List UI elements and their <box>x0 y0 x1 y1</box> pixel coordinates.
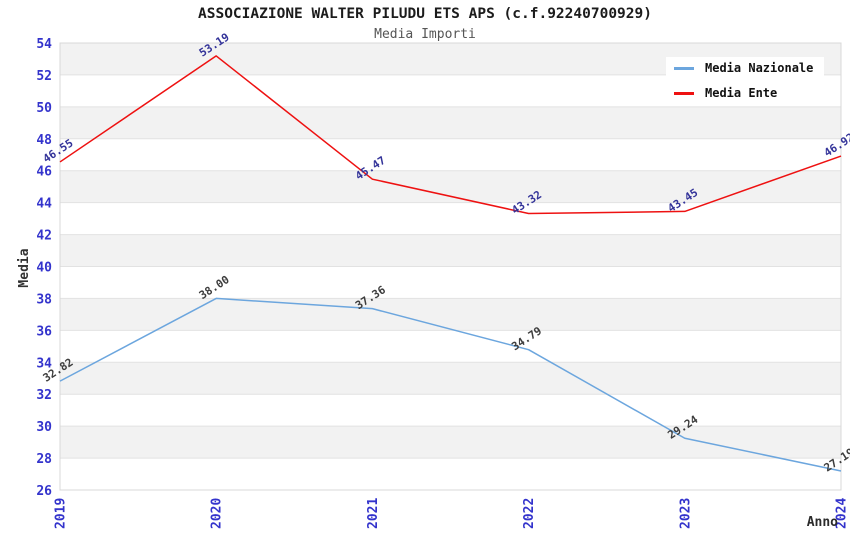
x-tick-label: 2020 <box>210 498 225 529</box>
plot-band <box>60 234 841 267</box>
x-tick-label: 2023 <box>678 498 693 529</box>
plot-band <box>60 362 841 395</box>
y-tick-label: 38 <box>36 292 52 307</box>
plot-band <box>60 266 841 299</box>
x-tick-label: 2021 <box>366 498 381 529</box>
x-tick-label: 2024 <box>835 498 850 529</box>
y-tick-label: 26 <box>36 484 52 499</box>
y-tick-label: 34 <box>36 356 52 371</box>
plot-band <box>60 138 841 171</box>
series-line-media-nazionale <box>59 297 842 472</box>
y-tick-label: 44 <box>36 197 52 212</box>
legend-item-media-nazionale: Media Nazionale <box>666 57 825 79</box>
y-tick-label: 48 <box>36 133 52 148</box>
plot-border <box>59 42 842 491</box>
series-line-media-ente <box>59 55 842 215</box>
plot-band <box>60 330 841 363</box>
plot-band <box>60 202 841 235</box>
y-tick-label: 28 <box>36 452 52 467</box>
plot-band <box>60 106 841 139</box>
legend-label: Media Nazionale <box>705 61 814 75</box>
y-tick-label: 50 <box>36 101 52 116</box>
plot-band <box>60 298 841 331</box>
plot-band <box>60 458 841 490</box>
y-tick-label: 30 <box>36 420 52 435</box>
chart-subtitle: Media Importi <box>374 27 476 42</box>
y-tick-label: 46 <box>36 165 52 180</box>
legend-label: Media Ente <box>705 86 778 100</box>
y-tick-label: 36 <box>36 324 52 339</box>
x-axis-title: Anno <box>806 515 838 530</box>
chart-legend: Media Nazionale Media Ente <box>666 57 825 104</box>
y-tick-label: 52 <box>36 69 52 84</box>
x-tick-label: 2022 <box>522 498 537 529</box>
line-swatch-icon <box>674 66 694 70</box>
line-swatch-icon <box>674 91 694 95</box>
y-axis-title: Media <box>17 248 32 288</box>
x-tick-label: 2019 <box>54 498 69 529</box>
chart-title: ASSOCIAZIONE WALTER PILUDU ETS APS (c.f.… <box>198 6 652 22</box>
y-tick-label: 40 <box>36 261 52 276</box>
legend-item-media-ente: Media Ente <box>666 82 789 104</box>
y-tick-label: 42 <box>36 229 52 244</box>
plot-band <box>60 170 841 203</box>
plot-band <box>60 426 841 459</box>
y-tick-label: 32 <box>36 388 52 403</box>
plot-band <box>60 394 841 427</box>
y-tick-label: 54 <box>36 37 52 52</box>
